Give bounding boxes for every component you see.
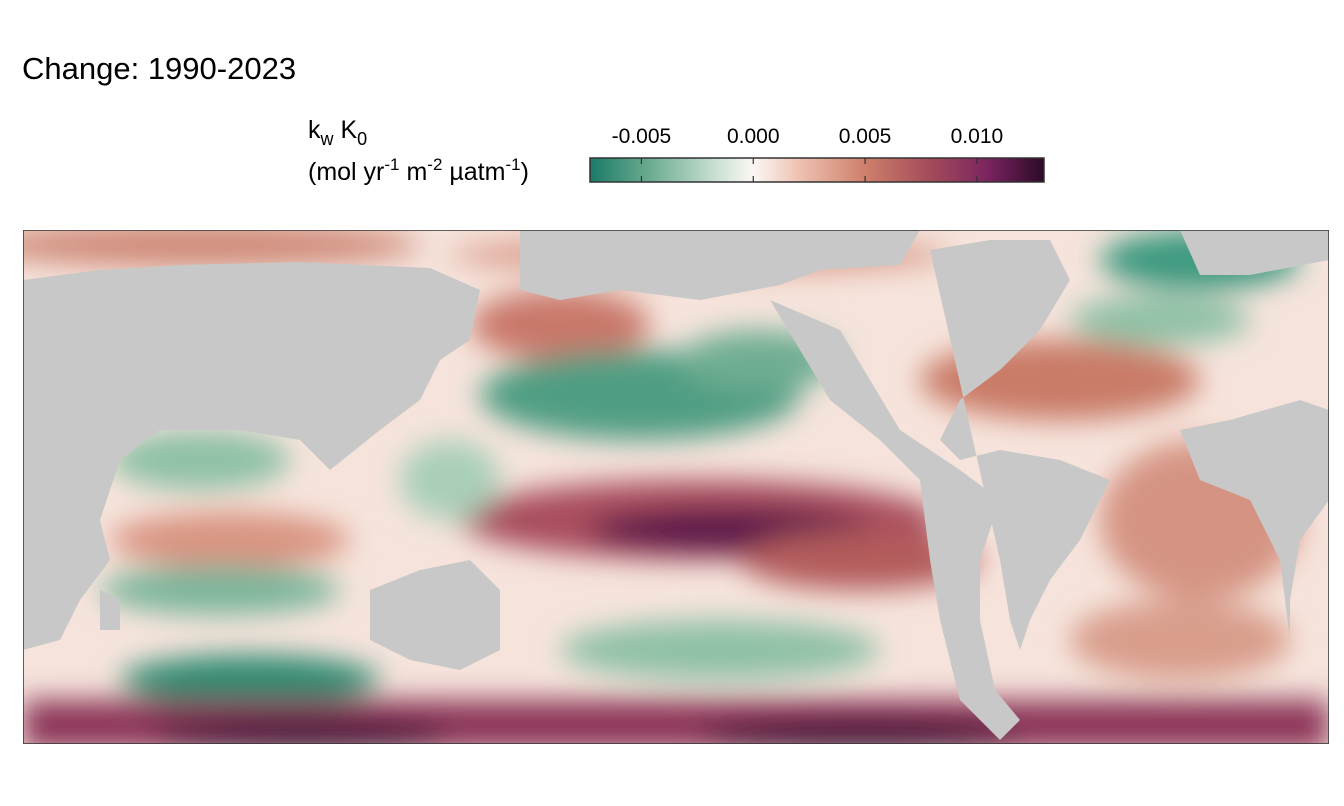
legend-title-part: ) <box>521 158 529 186</box>
land-mass <box>930 240 1110 650</box>
legend-title-line1: kw K0 <box>308 116 367 149</box>
legend-title-part: -1 <box>384 155 399 174</box>
legend-title-part: 0 <box>357 129 367 149</box>
legend-title-part: (mol yr <box>308 158 384 186</box>
land-mass <box>1180 400 1329 640</box>
legend-title-part: m <box>400 158 428 186</box>
colorbar <box>589 157 1045 183</box>
legend-title-part: -2 <box>427 155 442 174</box>
legend-title-line2: (mol yr-1 m-2 µatm-1) <box>308 155 529 186</box>
legend-title-part: w <box>320 129 335 149</box>
land-mass <box>100 590 120 630</box>
colorbar-tick-label: -0.005 <box>612 125 672 148</box>
land-mass <box>23 262 480 650</box>
legend-title-part: µatm <box>442 158 505 186</box>
colorbar-tick-label: 0.000 <box>727 125 780 148</box>
land <box>23 230 1329 740</box>
title: Change: 1990-2023 <box>22 51 296 86</box>
land-mass <box>770 300 1020 740</box>
land-mass <box>370 560 500 670</box>
colorbar-tick-label: 0.005 <box>839 125 892 148</box>
legend-title-part: K <box>334 116 358 144</box>
legend-title-part: -1 <box>505 155 520 174</box>
land-mass <box>520 230 920 300</box>
legend-title-part: k <box>308 116 321 144</box>
colorbar-tick-label: 0.010 <box>951 125 1004 148</box>
map <box>23 230 1329 744</box>
land-mass <box>1180 230 1329 275</box>
